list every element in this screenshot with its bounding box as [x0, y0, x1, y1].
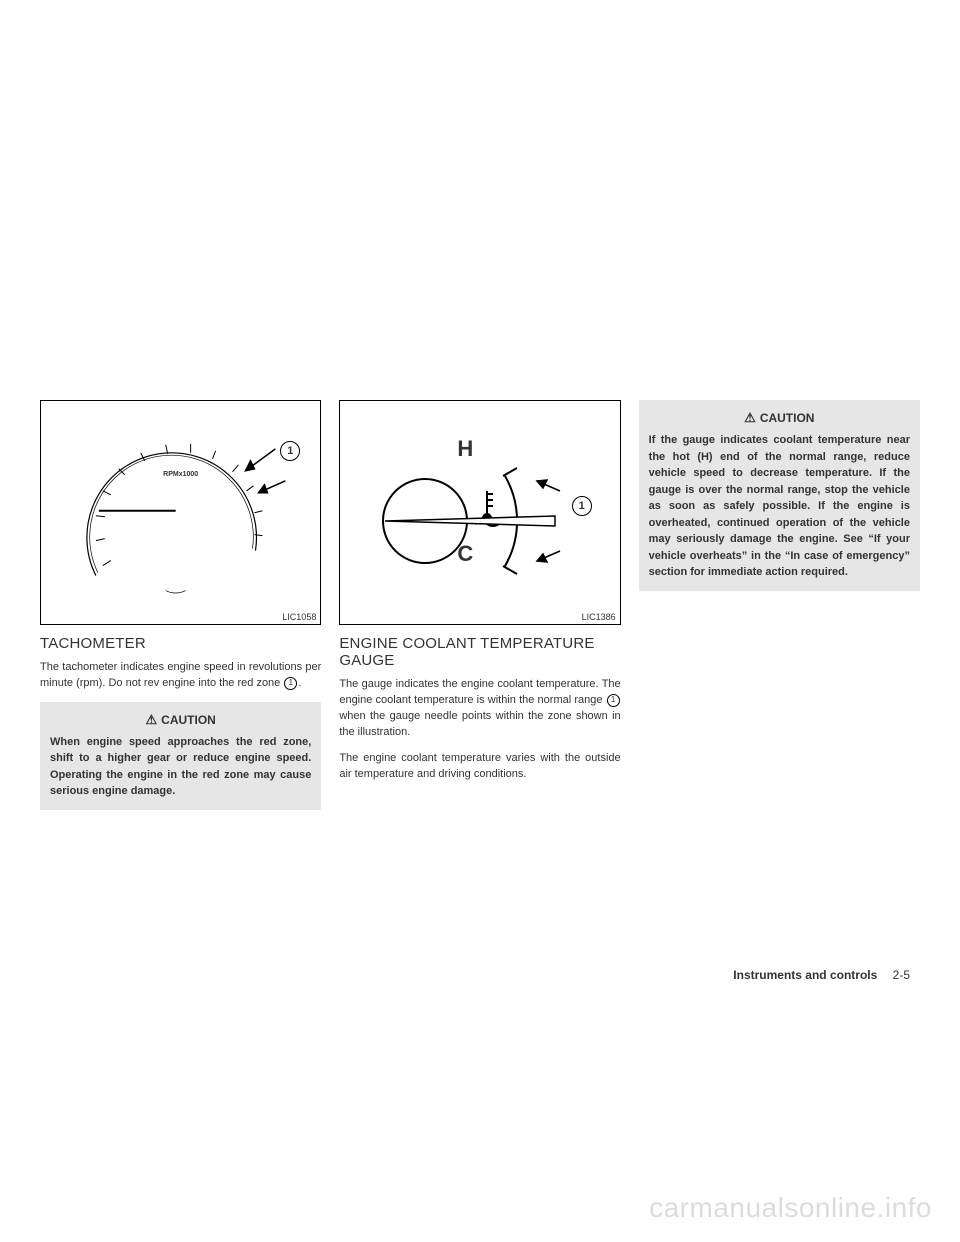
tach-body-after: . [298, 677, 301, 689]
figure-label: LIC1058 [282, 612, 316, 622]
inline-callout-icon: 1 [284, 677, 297, 690]
caution-box-tach: CAUTION When engine speed approaches the… [40, 702, 321, 810]
figure-coolant: H C 1 LIC1386 [339, 400, 620, 625]
callout-1-coolant: 1 [572, 496, 592, 516]
caution-header: CAUTION [50, 712, 311, 728]
column-2: H C 1 LIC1386 ENGINE COOLANT TEMPERATURE… [339, 400, 620, 810]
coolant-body1: The gauge indicates the engine coolant t… [339, 677, 620, 741]
page-footer: Instruments and controls 2-5 [733, 968, 910, 982]
column-3: CAUTION If the gauge indicates coolant t… [639, 400, 920, 810]
section-title-tachometer: TACHOMETER [40, 635, 321, 652]
coolant-body1-text: The gauge indicates the engine coolant t… [339, 678, 620, 706]
caution-box-coolant: CAUTION If the gauge indicates coolant t… [639, 400, 920, 591]
tach-body-text: The tachometer indicates engine speed in… [40, 661, 321, 689]
coolant-gauge-icon [355, 436, 605, 606]
column-1: RPMx1000 1 LIC1058 TACHOMETER The tachom… [40, 400, 321, 810]
footer-section: Instruments and controls [733, 968, 877, 982]
caution-text-coolant: If the gauge indicates coolant temperatu… [649, 432, 910, 581]
inline-callout-icon: 1 [607, 694, 620, 707]
page-content: RPMx1000 1 LIC1058 TACHOMETER The tachom… [40, 400, 920, 810]
figure-tachometer: RPMx1000 1 LIC1058 [40, 400, 321, 625]
section-title-coolant: ENGINE COOLANT TEMPERATURE GAUGE [339, 635, 620, 669]
coolant-body2: The engine coolant temperature varies wi… [339, 751, 620, 783]
hot-label: H [457, 436, 473, 462]
coolant-body1-after: when the gauge needle points within the … [339, 710, 620, 738]
footer-page: 2-5 [893, 968, 910, 982]
tachometer-dial-icon [41, 401, 320, 625]
tach-body: The tachometer indicates engine speed in… [40, 660, 321, 692]
cold-label: C [457, 541, 473, 567]
watermark: carmanualsonline.info [649, 1192, 932, 1224]
caution-header: CAUTION [649, 410, 910, 426]
rpm-label: RPMx1000 [41, 471, 320, 478]
figure-label-coolant: LIC1386 [582, 612, 616, 622]
caution-text-tach: When engine speed approaches the red zon… [50, 734, 311, 800]
